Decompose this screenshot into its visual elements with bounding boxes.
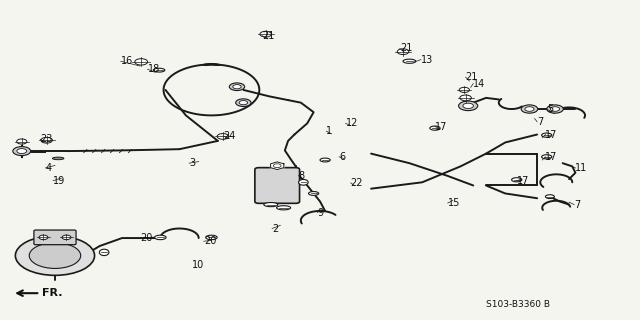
Ellipse shape xyxy=(541,155,552,159)
Text: 21: 21 xyxy=(262,31,275,41)
Text: 22: 22 xyxy=(351,178,363,188)
Text: 7: 7 xyxy=(574,200,580,210)
Circle shape xyxy=(17,139,27,144)
Text: 10: 10 xyxy=(192,260,205,270)
Circle shape xyxy=(62,235,71,240)
Polygon shape xyxy=(271,162,284,170)
FancyBboxPatch shape xyxy=(34,230,76,245)
Circle shape xyxy=(41,137,52,143)
Circle shape xyxy=(15,236,95,275)
Text: 12: 12 xyxy=(346,118,358,128)
Circle shape xyxy=(13,147,31,156)
Ellipse shape xyxy=(430,126,440,130)
Text: 20: 20 xyxy=(204,236,216,246)
Ellipse shape xyxy=(155,235,166,240)
Ellipse shape xyxy=(99,249,109,256)
Circle shape xyxy=(547,105,563,113)
Ellipse shape xyxy=(52,157,64,160)
Ellipse shape xyxy=(154,68,165,72)
Circle shape xyxy=(460,95,471,101)
Ellipse shape xyxy=(276,206,291,210)
Text: 23: 23 xyxy=(40,134,52,144)
Circle shape xyxy=(463,103,474,108)
Text: 21: 21 xyxy=(466,72,478,82)
Text: 4: 4 xyxy=(45,163,52,173)
Text: 7: 7 xyxy=(537,117,543,127)
Circle shape xyxy=(459,101,477,111)
Text: 5: 5 xyxy=(547,104,553,114)
Text: 1: 1 xyxy=(326,126,333,136)
Ellipse shape xyxy=(541,133,552,137)
Circle shape xyxy=(233,84,241,89)
Text: 14: 14 xyxy=(473,78,486,89)
Text: FR.: FR. xyxy=(42,288,63,298)
Circle shape xyxy=(460,87,469,92)
Ellipse shape xyxy=(511,178,522,182)
Ellipse shape xyxy=(205,235,217,240)
Circle shape xyxy=(525,107,534,111)
Text: 17: 17 xyxy=(545,152,558,162)
Text: 6: 6 xyxy=(339,152,346,162)
Text: 17: 17 xyxy=(516,176,529,186)
Circle shape xyxy=(17,148,27,154)
Text: 18: 18 xyxy=(148,64,160,74)
Text: 19: 19 xyxy=(53,176,65,186)
Circle shape xyxy=(135,59,148,65)
Circle shape xyxy=(397,49,409,54)
Circle shape xyxy=(217,133,228,139)
Circle shape xyxy=(550,107,559,111)
Ellipse shape xyxy=(403,59,416,63)
FancyBboxPatch shape xyxy=(255,168,300,203)
Circle shape xyxy=(29,243,81,268)
Text: 21: 21 xyxy=(400,44,412,53)
Text: 15: 15 xyxy=(448,198,460,208)
Text: 17: 17 xyxy=(545,130,558,140)
Text: S103-B3360 B: S103-B3360 B xyxy=(486,300,550,308)
Circle shape xyxy=(236,99,251,107)
Text: 16: 16 xyxy=(121,56,133,66)
Text: 9: 9 xyxy=(317,208,324,218)
Circle shape xyxy=(229,83,244,91)
Ellipse shape xyxy=(545,195,554,198)
Text: 24: 24 xyxy=(223,131,236,141)
Text: 20: 20 xyxy=(140,233,152,243)
Text: 2: 2 xyxy=(272,223,278,234)
Ellipse shape xyxy=(264,203,278,207)
Circle shape xyxy=(239,100,248,105)
Text: 3: 3 xyxy=(189,158,195,168)
Text: 13: 13 xyxy=(421,55,433,65)
Circle shape xyxy=(39,235,48,240)
Circle shape xyxy=(521,105,538,113)
Ellipse shape xyxy=(320,158,330,162)
Text: 8: 8 xyxy=(298,171,305,181)
Ellipse shape xyxy=(299,180,308,185)
Circle shape xyxy=(260,31,271,37)
Text: 17: 17 xyxy=(435,122,447,132)
Text: 11: 11 xyxy=(575,163,588,173)
Ellipse shape xyxy=(308,192,319,196)
